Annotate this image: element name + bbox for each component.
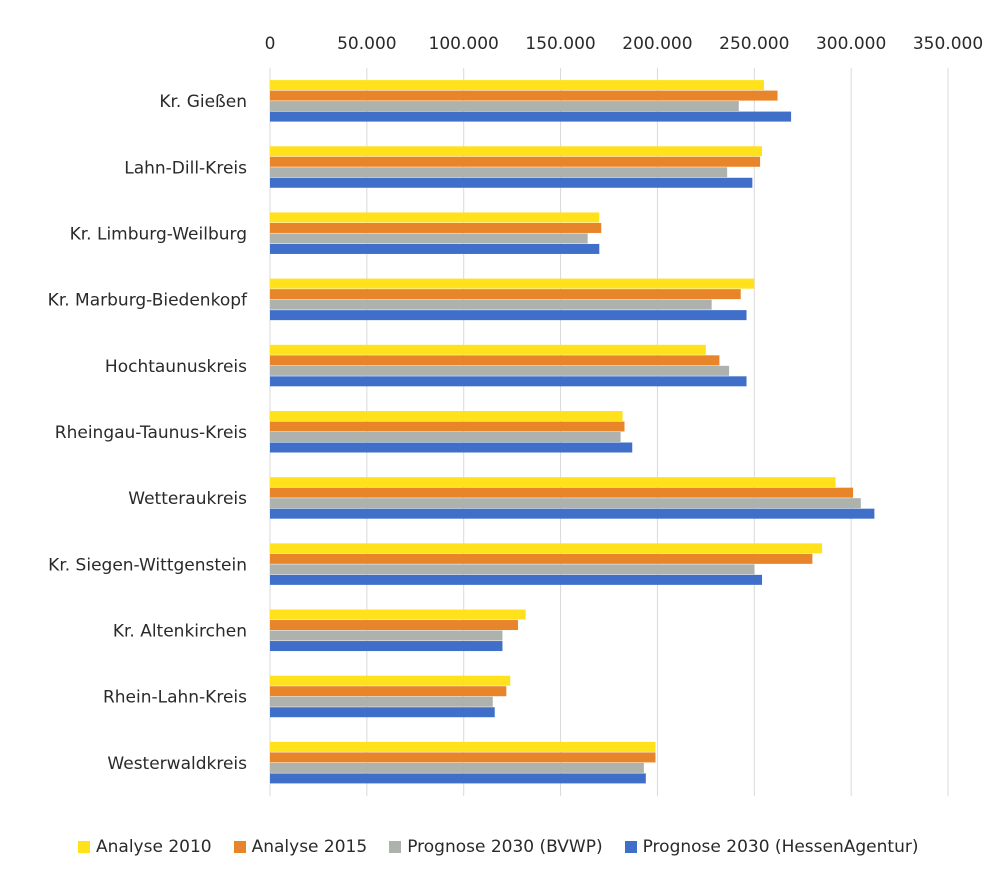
bar [270, 310, 747, 321]
bar [270, 299, 712, 310]
bar [270, 344, 706, 355]
bar [270, 243, 600, 254]
bar [270, 167, 728, 178]
x-tick-label: 200.000 [622, 34, 692, 54]
bar [270, 487, 854, 498]
legend-item: Analyse 2010 [78, 837, 212, 857]
x-tick-label: 350.000 [913, 34, 983, 54]
bar [270, 80, 764, 91]
bar [270, 233, 588, 244]
bar [270, 696, 493, 707]
bar [270, 278, 755, 289]
bar [270, 477, 836, 488]
bar [270, 365, 730, 376]
category-label: Kr. Gießen [159, 92, 247, 112]
category-label: Wetteraukreis [128, 489, 247, 509]
legend-swatch [624, 841, 637, 853]
legend-item: Prognose 2030 (HessenAgentur) [624, 837, 919, 857]
bar [270, 101, 739, 112]
bar [270, 752, 656, 763]
bar [270, 212, 600, 223]
legend-swatch [78, 841, 90, 853]
bar [270, 543, 823, 554]
bar [270, 574, 763, 585]
bar [270, 498, 861, 509]
bar [270, 741, 656, 752]
legend-item: Analyse 2015 [233, 837, 368, 857]
bar [270, 641, 503, 652]
bar [270, 111, 792, 122]
x-tick-label: 300.000 [816, 34, 886, 54]
legend-label: Analyse 2015 [251, 837, 368, 857]
category-label: Westerwaldkreis [107, 754, 247, 774]
bar [270, 156, 761, 167]
legend-item: Prognose 2030 (BVWP) [389, 837, 603, 857]
category-label: Lahn-Dill-Kreis [124, 158, 247, 178]
legend-label: Analyse 2010 [96, 837, 212, 857]
bar [270, 376, 747, 387]
bar [270, 90, 778, 101]
bar [270, 355, 720, 366]
bar [270, 773, 646, 784]
bar [270, 553, 813, 564]
bar [270, 442, 633, 453]
bar [270, 177, 753, 188]
x-tick-label: 100.000 [429, 34, 499, 54]
bar [270, 675, 511, 686]
legend-swatch [233, 841, 246, 853]
x-tick-label: 150.000 [525, 34, 595, 54]
bar [270, 707, 495, 718]
category-label: Rhein-Lahn-Kreis [103, 688, 247, 708]
bar [270, 432, 621, 442]
category-label: Kr. Limburg-Weilburg [70, 224, 247, 244]
bar [270, 762, 644, 773]
bar [270, 222, 602, 233]
bar [270, 686, 507, 697]
bar [270, 289, 741, 300]
legend-label: Prognose 2030 (BVWP) [407, 837, 603, 857]
bar [270, 508, 875, 519]
x-tick-label: 0 [265, 34, 276, 54]
bar [270, 564, 755, 575]
bar [270, 630, 503, 641]
bar [270, 421, 625, 432]
bar [270, 620, 518, 631]
legend-swatch [389, 841, 402, 853]
category-label: Kr. Marburg-Biedenkopf [48, 291, 248, 311]
bar [270, 411, 623, 421]
x-tick-label: 50.000 [337, 34, 396, 54]
category-label: Kr. Altenkirchen [113, 622, 247, 642]
legend-label: Prognose 2030 (HessenAgentur) [642, 837, 919, 857]
category-label: Rheingau-Taunus-Kreis [55, 423, 247, 443]
x-tick-label: 250.000 [719, 34, 789, 54]
bar [270, 146, 763, 157]
category-label: Kr. Siegen-Wittgenstein [48, 555, 247, 575]
legend: Analyse 2010 Analyse 2015 Prognose 2030 (B… [78, 832, 918, 862]
category-label: Hochtaunuskreis [105, 357, 247, 377]
bar [270, 609, 526, 620]
